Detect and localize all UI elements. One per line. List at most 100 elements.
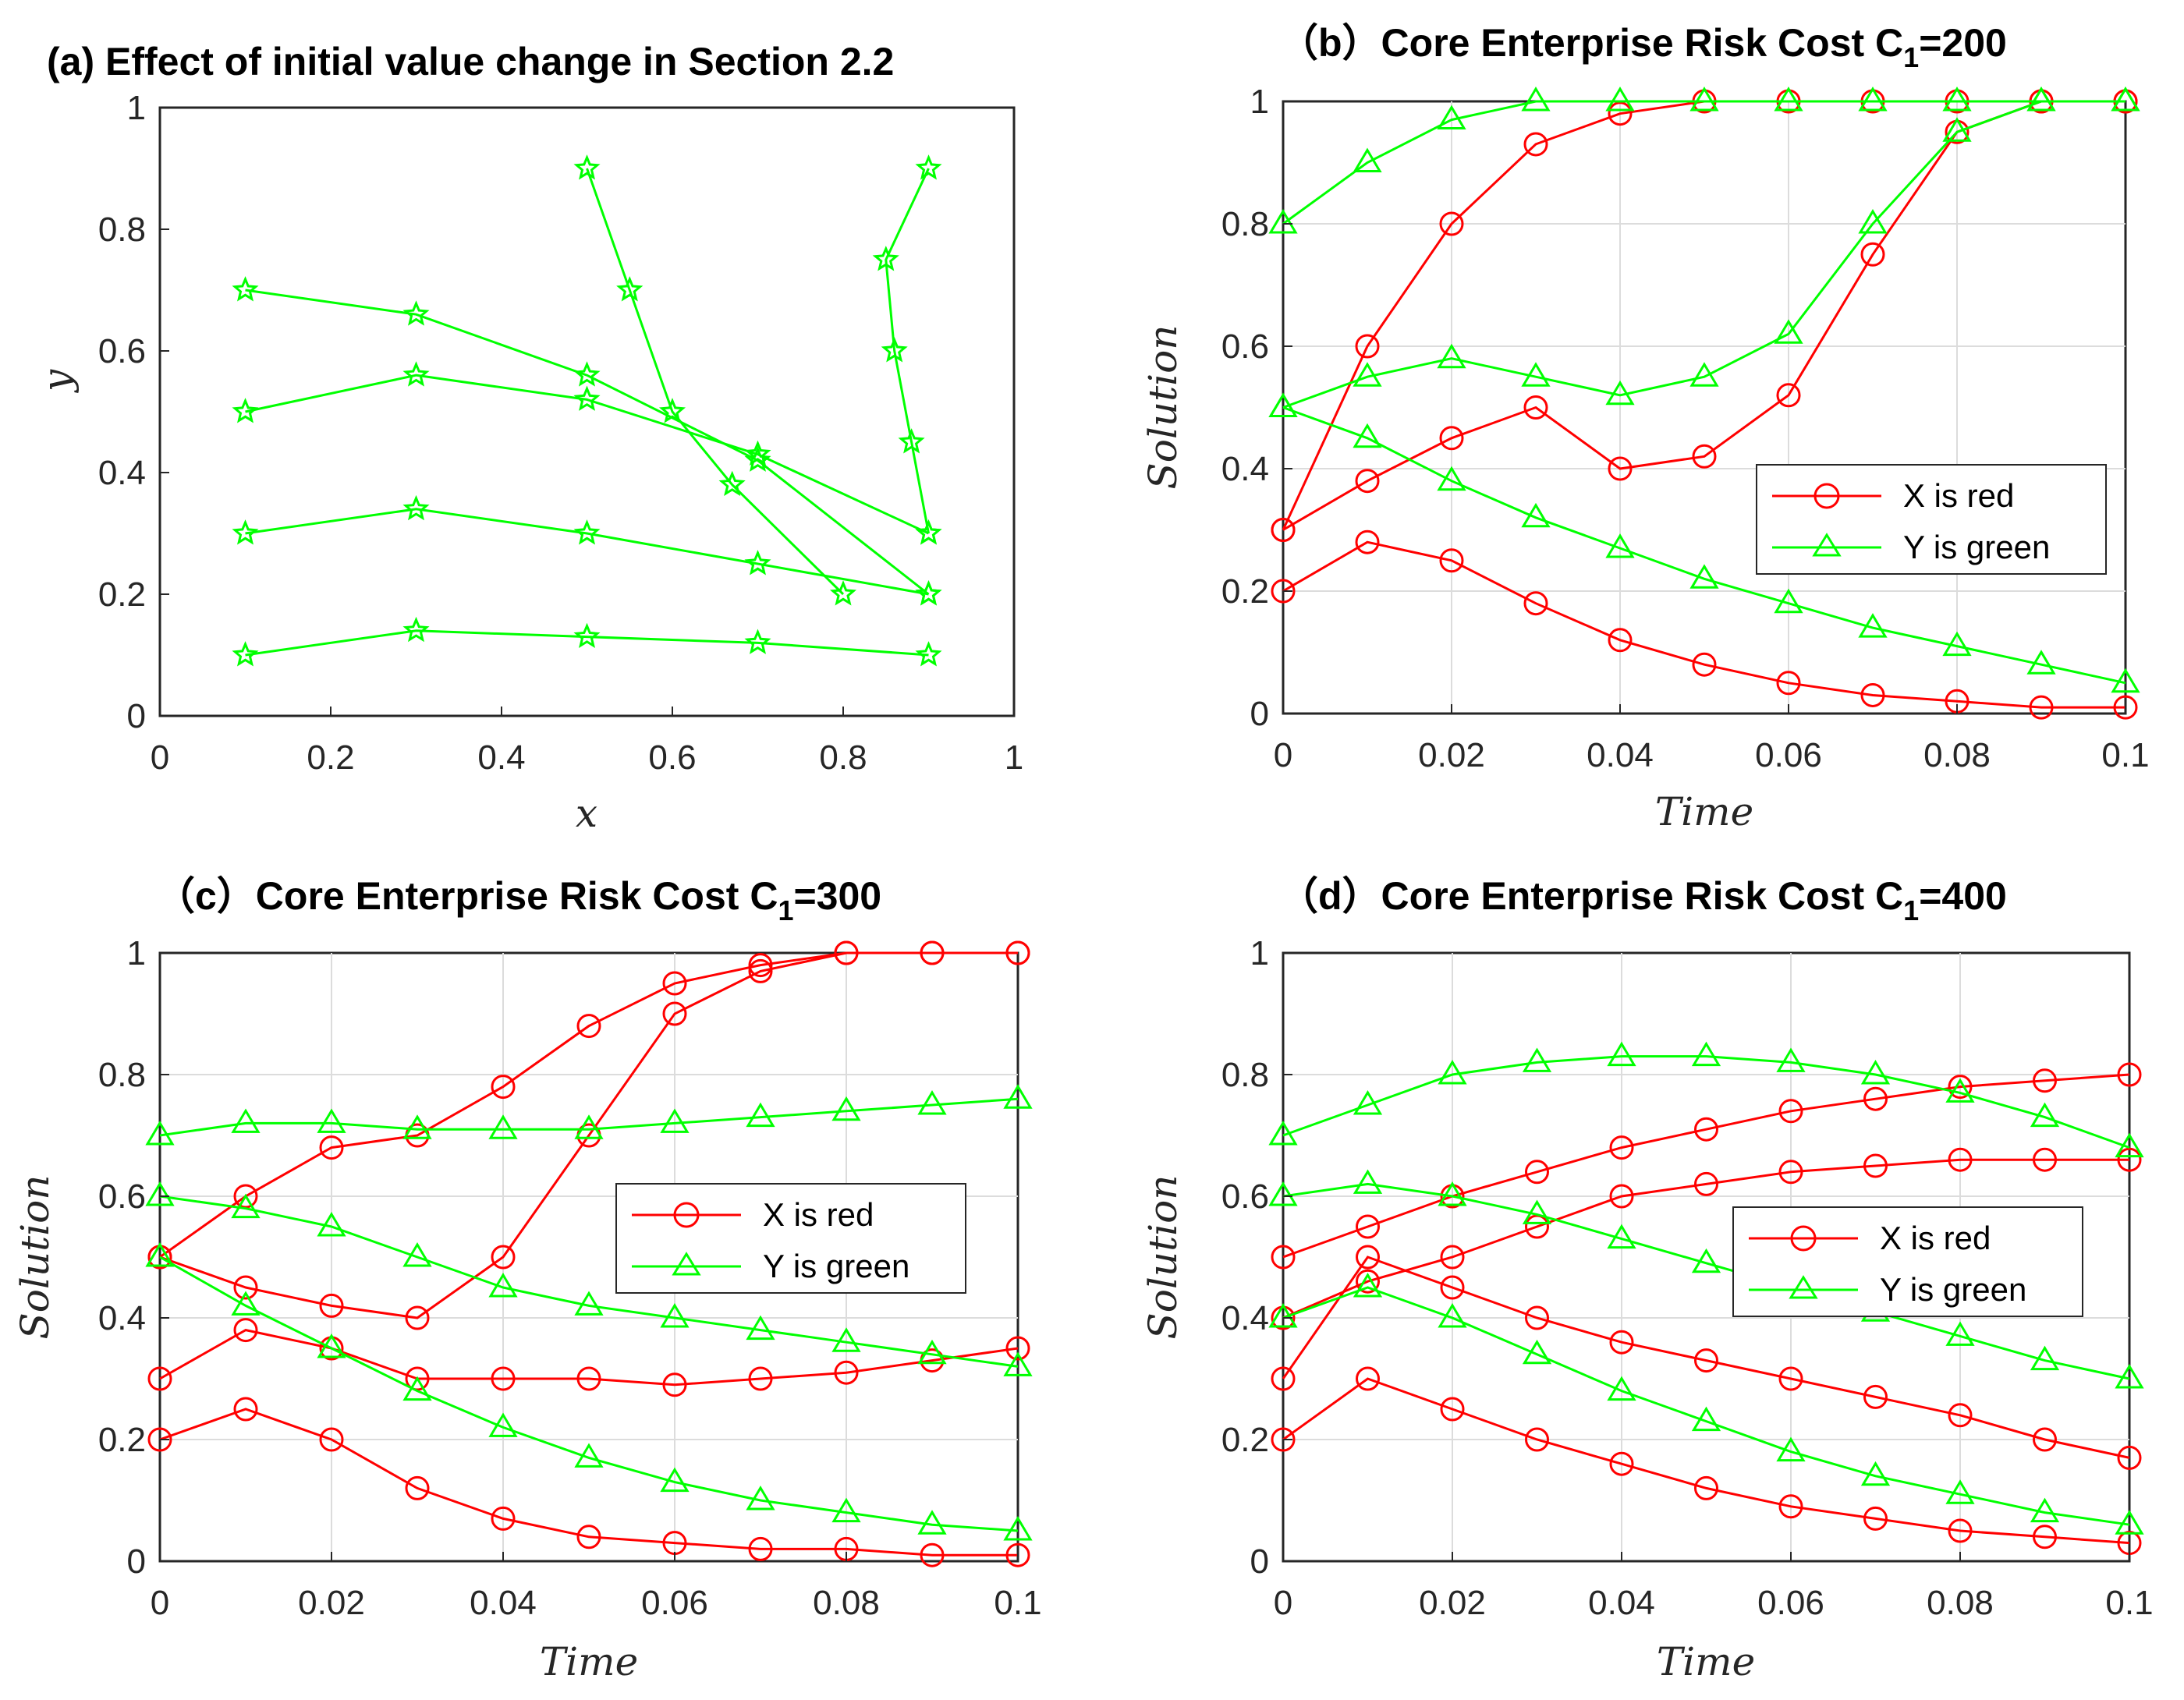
panel-c-series-3-marker <box>920 1542 945 1567</box>
panel-b-series-0-marker <box>1439 426 1464 451</box>
panel-d-series-6-marker <box>1607 1376 1636 1401</box>
panel-c-series-2-marker <box>748 1366 773 1391</box>
panel-b-series-0-marker <box>1523 395 1548 420</box>
panel-a-series-5-marker <box>872 246 899 271</box>
panel-a-x-tick-label: 0.6 <box>648 738 696 777</box>
panel-d-series-5-marker <box>1268 1181 1298 1206</box>
panel-d-series-3-marker <box>1609 1451 1634 1476</box>
panel-d-title-value: =400 <box>1919 874 2007 918</box>
panel-d-series-5-marker <box>1438 1181 1467 1206</box>
panel-c-series-5-marker <box>917 1339 947 1365</box>
panel-c-series-6-marker <box>917 1510 947 1535</box>
panel-b-x-tick-label: 0.02 <box>1418 736 1485 774</box>
panel-d-series-1-marker <box>1863 1153 1888 1178</box>
panel-c-series-6-marker <box>231 1291 261 1316</box>
panel-a-series-4-marker <box>829 580 857 606</box>
panel-d: （d）Core Enterprise Risk Cost C1=400 0 0.0… <box>1140 874 2154 1684</box>
panel-d-series-4-marker <box>1945 1078 1975 1103</box>
panel-b-series-2-line <box>1282 540 2126 709</box>
panel-a-series-2-marker <box>402 361 430 387</box>
panel-a-marks <box>232 154 942 667</box>
panel-a-y-tick-label: 0.6 <box>98 332 146 370</box>
panel-d-series-0-marker <box>1271 1245 1296 1270</box>
panel-b-legend: X is red Y is green <box>1756 464 2107 575</box>
panel-d-series-1-marker <box>2033 1147 2057 1172</box>
panel-b-series-1-marker <box>1355 334 1380 359</box>
panel-b-series-3-marker <box>1605 380 1635 406</box>
panel-c-series-5-marker <box>660 1303 690 1328</box>
panel-b-x-tick-label: 0.08 <box>1923 736 1991 774</box>
panel-a: (a) Effect of initial value change in Se… <box>34 40 1023 836</box>
panel-c-series-6-marker <box>574 1443 604 1468</box>
panel-c-series-4-marker <box>402 1114 432 1139</box>
panel-b-series-0-marker <box>1608 456 1633 481</box>
panel-c-series-6-marker <box>1003 1516 1033 1541</box>
panel-d-series-0-marker <box>1525 1160 1549 1185</box>
panel-c-series-1-line <box>159 951 1018 1319</box>
panel-c-series-6-marker <box>746 1486 775 1511</box>
panel-b-legend-x-label: X is red <box>1903 477 2014 514</box>
panel-b-x-axis-label: Time <box>1655 789 1753 834</box>
panel-b-x-tick-label: 0.04 <box>1587 736 1654 774</box>
panel-b-title: （b）Core Enterprise Risk Cost C1=200 <box>1279 21 2007 73</box>
panel-c-series-0-marker <box>233 1184 258 1209</box>
panel-b-y-tick-label: 0.8 <box>1221 205 1269 243</box>
panel-b-series-5-marker <box>1605 87 1635 112</box>
panel-b-series-1-marker <box>1439 211 1464 236</box>
panel-d-series-2-marker <box>1440 1275 1465 1300</box>
panel-c-series-2-line <box>159 1329 1019 1387</box>
panel-d-series-4-marker <box>1438 1060 1467 1085</box>
panel-d-series-1-marker <box>1694 1171 1718 1196</box>
panel-c-series-5-marker <box>145 1181 175 1206</box>
panel-c-title-subscript: 1 <box>778 894 793 926</box>
panel-c-series-4-marker <box>574 1114 604 1139</box>
panel-c-series-4-marker <box>746 1102 775 1128</box>
panel-b-y-axis-label: Solution <box>1140 325 1186 490</box>
panel-d-series-0-marker <box>2117 1062 2142 1087</box>
panel-c-series-1-marker <box>834 940 859 965</box>
panel-c-series-3-line <box>159 1408 1018 1557</box>
panel-d-series-0-marker <box>1778 1099 1803 1124</box>
panel-d-series-2-marker <box>1356 1245 1380 1270</box>
panel-c-title: （c）Core Enterprise Risk Cost C1=300 <box>156 874 881 926</box>
panel-c-series-2-marker <box>834 1360 859 1385</box>
panel-c-legend-x-marker <box>673 1202 700 1228</box>
panel-c-series-2-marker <box>233 1318 258 1343</box>
panel-a-series-3-marker <box>915 580 942 606</box>
panel-b-series-2-marker <box>1608 628 1633 653</box>
panel-c-series-2-marker <box>662 1372 687 1397</box>
panel-d-series-4-marker <box>2115 1132 2144 1158</box>
panel-d-x-tick-label: 0.06 <box>1757 1584 1824 1622</box>
panel-d-series-5-marker <box>1607 1224 1636 1249</box>
panel-c-series-5-marker <box>1003 1351 1033 1376</box>
panel-d-title-subscript: 1 <box>1903 894 1919 926</box>
panel-d-y-tick-label: 0 <box>1250 1542 1269 1581</box>
panel-c-x-tick-label: 0.1 <box>994 1584 1041 1622</box>
panel-d-series-5-marker <box>1522 1199 1552 1224</box>
panel-c-series-5-marker <box>574 1291 604 1316</box>
panel-c-y-tick-label: 1 <box>127 934 146 972</box>
panel-b-series-3-marker <box>1437 343 1466 369</box>
panel-b-legend-x-marker <box>1814 483 1840 509</box>
panel-b-y-tick-label: 0.2 <box>1221 572 1269 611</box>
panel-c-series-5-marker <box>488 1273 518 1298</box>
panel-c-series-2-marker <box>576 1366 601 1391</box>
panel-d-y-tick-label: 0.8 <box>1221 1056 1269 1094</box>
panel-d-series-3-marker <box>2033 1525 2057 1549</box>
panel-d-x-tick-label: 0.04 <box>1588 1584 1655 1622</box>
panel-b-series-4-marker <box>1858 613 1888 638</box>
panel-b-y-tick-label: 0.6 <box>1221 328 1269 366</box>
panel-a-series-4-marker <box>616 276 644 302</box>
panel-b-series-4-line <box>1282 406 2126 685</box>
panel-c-series-0-marker <box>662 971 687 996</box>
panel-c-series-5-marker <box>746 1315 775 1341</box>
panel-c-x-tick-label: 0 <box>151 1584 169 1622</box>
panel-a-series-3-marker <box>744 446 771 472</box>
panel-d-series-4-marker <box>1268 1121 1298 1146</box>
panel-a-series-4-line <box>586 168 845 596</box>
panel-b-series-3-marker <box>1858 209 1888 234</box>
panel-d-series-4-marker <box>2030 1102 2060 1128</box>
panel-d-series-4-marker <box>1522 1047 1552 1072</box>
panel-b-series-4-marker <box>1942 631 1972 657</box>
